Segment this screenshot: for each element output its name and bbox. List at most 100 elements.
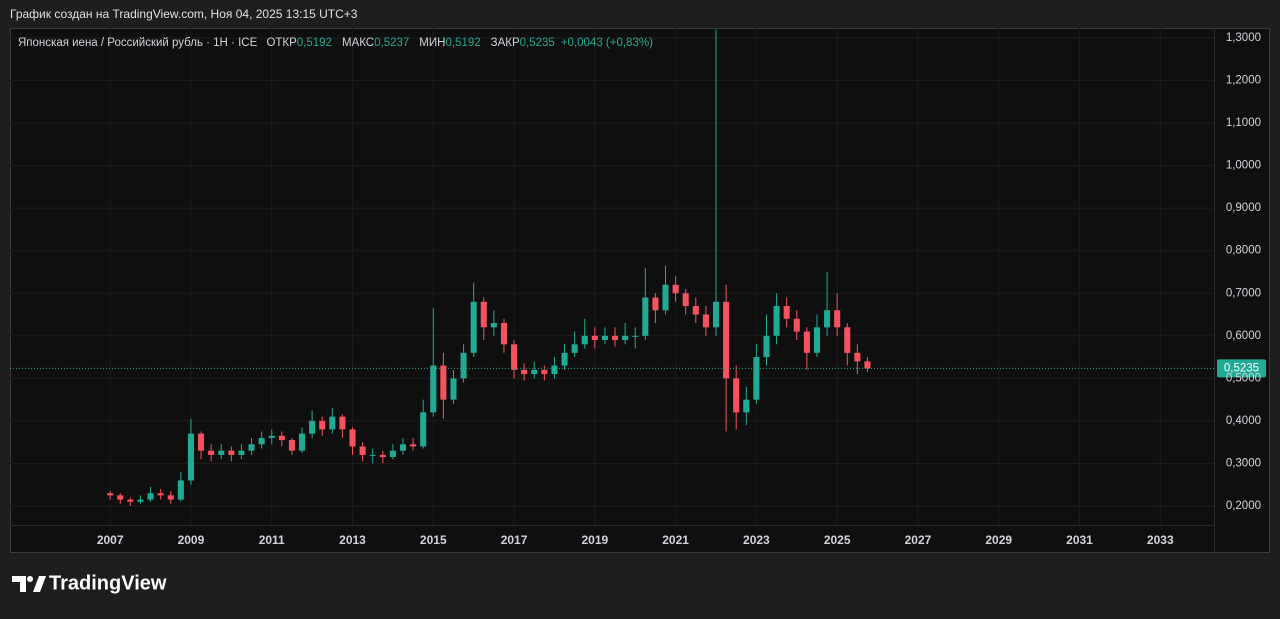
y-tick-label: 0,6000 <box>1226 330 1261 342</box>
candle-body <box>632 335 639 337</box>
candle-body <box>692 306 699 315</box>
candle-body <box>601 335 608 341</box>
branding: TradingView <box>49 572 167 594</box>
candle-body <box>399 444 407 451</box>
candle-body <box>824 310 831 328</box>
x-tick-label: 2027 <box>905 533 932 547</box>
x-tick-label: 2031 <box>1066 533 1093 547</box>
candle-body <box>480 301 487 328</box>
candle-body <box>410 444 417 447</box>
x-tick-label: 2015 <box>420 533 447 547</box>
candle-body <box>288 440 295 451</box>
legend-value: 0,5235 <box>520 37 555 49</box>
candle-body <box>531 369 538 375</box>
legend-name: МИН <box>419 37 445 49</box>
logo-icon <box>27 576 33 582</box>
x-tick-label: 2025 <box>824 533 851 547</box>
candle-body <box>450 378 457 400</box>
candle-body <box>278 435 285 441</box>
candle-body <box>389 450 396 458</box>
candle-body <box>834 310 841 328</box>
candle-body <box>167 495 174 500</box>
x-tick-label: 2011 <box>259 533 285 547</box>
candle-body <box>127 499 134 502</box>
candle-body <box>329 416 336 430</box>
candle-body <box>198 433 205 451</box>
candle-body <box>672 284 679 294</box>
candle-body <box>258 437 265 445</box>
candle-body <box>521 369 528 375</box>
x-tick-label: 2009 <box>178 533 205 547</box>
candle-body <box>228 450 235 455</box>
candle-body <box>733 378 740 413</box>
candle-body <box>662 284 669 311</box>
candle-body <box>702 314 709 328</box>
candle-body <box>379 454 386 458</box>
candle-body <box>440 365 447 400</box>
candle-body <box>177 480 184 500</box>
candle-body <box>470 301 477 353</box>
y-tick-label: 0,5000 <box>1226 372 1261 384</box>
caption: График создан на TradingView.com, Ноя 04… <box>10 7 358 21</box>
candle-body <box>420 412 427 447</box>
y-tick-label: 0,2000 <box>1226 500 1261 512</box>
y-tick-label: 1,1000 <box>1226 117 1261 129</box>
candle-body <box>309 420 316 434</box>
candle-body <box>157 493 164 496</box>
logo: TradingView <box>12 572 167 594</box>
x-tick-label: 2007 <box>97 533 124 547</box>
last-price-box <box>1217 359 1266 378</box>
candle-body <box>107 493 114 496</box>
y-tick-label: 0,4000 <box>1226 415 1261 427</box>
candles <box>107 29 871 506</box>
legend-value: 0,5192 <box>297 37 332 49</box>
legend-value: 0,5192 <box>445 37 480 49</box>
candle-body <box>500 323 507 345</box>
overlay: 0,5235 <box>10 359 1266 378</box>
logo-icon <box>33 576 46 592</box>
candle-body <box>208 450 215 455</box>
candle-body <box>642 297 649 336</box>
x-tick-label: 2019 <box>581 533 608 547</box>
candle-body <box>743 399 750 413</box>
candle-body <box>137 499 144 502</box>
legend: Японская иена / Российский рубль · 1Н · … <box>18 37 653 49</box>
candle-body <box>117 495 124 500</box>
candle-body <box>803 331 810 353</box>
legend-value: 0,5237 <box>374 37 409 49</box>
legend-change: +0,0043 (+0,83%) <box>561 37 653 49</box>
x-tick-label: 2023 <box>743 533 770 547</box>
candle-body <box>511 344 518 370</box>
candle-body <box>813 327 821 353</box>
candle-body <box>591 335 598 341</box>
y-tick-label: 0,3000 <box>1226 457 1261 469</box>
y-tick-label: 1,0000 <box>1226 160 1261 172</box>
candle-body <box>187 433 194 481</box>
candle-body <box>430 365 437 413</box>
candle-body <box>581 335 588 345</box>
candle-body <box>652 297 659 311</box>
y-tick-label: 0,7000 <box>1226 287 1261 299</box>
last-price-label: 0,5235 <box>1224 362 1259 374</box>
x-tick-label: 2021 <box>662 533 689 547</box>
legend-name: МАКС <box>342 37 374 49</box>
y-tick-label: 0,9000 <box>1226 202 1261 214</box>
symbol-title: Японская иена / Российский рубль · 1Н · … <box>18 37 258 49</box>
candle-body <box>682 293 689 307</box>
candle-body <box>712 301 720 328</box>
candle-body <box>147 493 154 500</box>
candle-body <box>238 450 245 455</box>
candle-body <box>369 454 376 456</box>
x-tick-label: 2033 <box>1147 533 1174 547</box>
candle-body <box>490 323 497 328</box>
candle-body <box>864 361 871 369</box>
candle-body <box>561 352 568 366</box>
candle-body <box>571 344 578 353</box>
candle-body <box>541 369 548 375</box>
candle-body <box>248 444 255 451</box>
candle-body <box>763 335 770 358</box>
candle-body <box>783 306 790 319</box>
y-tick-label: 1,3000 <box>1226 32 1261 44</box>
